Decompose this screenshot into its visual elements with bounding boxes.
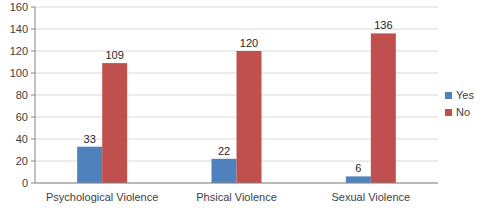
x-tick-label: Sexual Violence	[331, 191, 410, 203]
y-tick	[31, 29, 35, 30]
chart-svg: 0 20 40 60 80 100 120 140 160 33 109 22 120 6 136 Psych…	[0, 0, 500, 213]
y-tick-label: 80	[16, 89, 28, 101]
chart-container: 0 20 40 60 80 100 120 140 160 33 109 22 120 6 136 Psych…	[0, 0, 500, 213]
bars	[77, 33, 396, 183]
y-tick	[31, 161, 35, 162]
x-tick-label: Psychological Violence	[46, 191, 158, 203]
y-tick	[31, 73, 35, 74]
x-axis	[35, 183, 438, 184]
y-tick-label: 40	[16, 133, 28, 145]
bar	[371, 33, 396, 183]
bar	[102, 63, 127, 183]
data-label: 109	[105, 49, 123, 61]
data-label: 120	[240, 37, 258, 49]
y-tick	[31, 7, 35, 8]
legend-swatch	[445, 109, 452, 116]
legend-label: Yes	[456, 89, 474, 101]
bar	[237, 51, 262, 183]
y-tick-label: 60	[16, 111, 28, 123]
y-axis	[35, 7, 36, 183]
grid-line	[35, 7, 438, 8]
x-tick-label: Phsical Violence	[196, 191, 277, 203]
y-tick-label: 140	[10, 23, 28, 35]
data-label: 33	[84, 133, 96, 145]
data-labels: 33 109 22 120 6 136	[84, 19, 393, 174]
data-label: 136	[374, 19, 392, 31]
data-label: 6	[355, 162, 361, 174]
legend: Yes No	[445, 89, 474, 118]
y-tick	[31, 117, 35, 118]
bar	[346, 176, 371, 183]
bar	[77, 147, 102, 183]
y-tick	[31, 51, 35, 52]
data-label: 22	[218, 145, 230, 157]
y-tick	[31, 183, 35, 184]
bar	[212, 159, 237, 183]
grid-line	[35, 183, 438, 184]
y-tick-label: 20	[16, 155, 28, 167]
y-tick	[31, 95, 35, 96]
y-tick-label: 0	[22, 177, 28, 189]
y-tick	[31, 139, 35, 140]
y-tick-label: 100	[10, 67, 28, 79]
legend-swatch	[445, 92, 452, 99]
y-tick-label: 120	[10, 45, 28, 57]
y-tick-label: 160	[10, 1, 28, 13]
legend-label: No	[456, 106, 470, 118]
